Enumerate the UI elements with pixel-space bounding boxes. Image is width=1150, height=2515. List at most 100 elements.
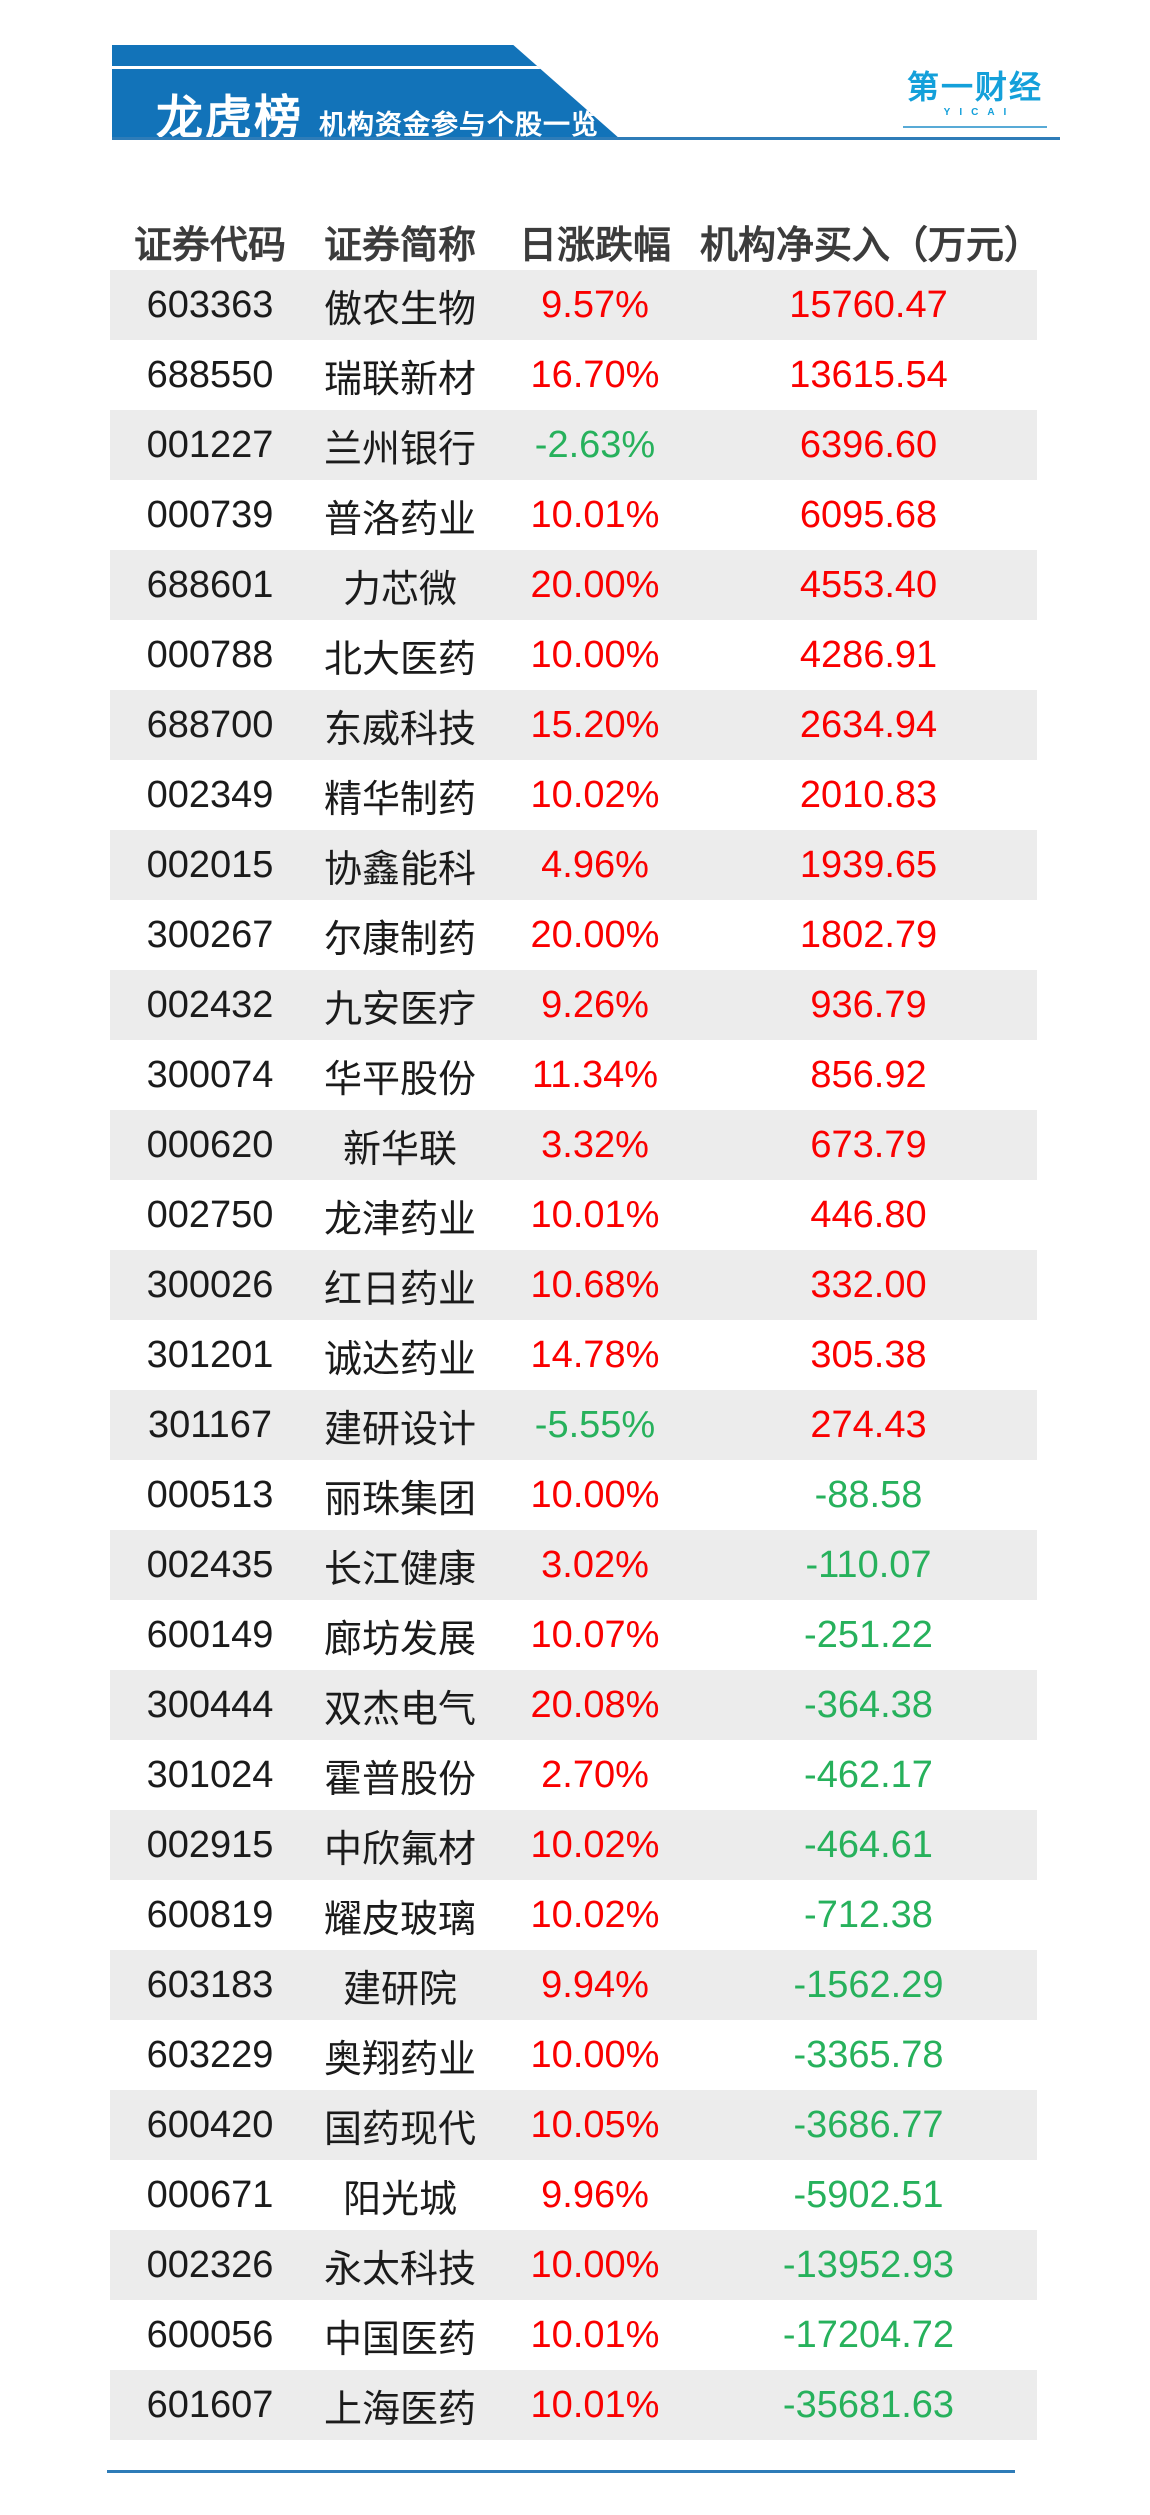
name-cell: 中国医药 (323, 2318, 476, 2361)
pct-cell: 9.94% (541, 1963, 649, 2006)
name-cell: 协鑫能科 (323, 848, 476, 891)
code-cell: 603183 (146, 1963, 274, 2006)
net-cell: -13952.93 (782, 2243, 955, 2286)
name-cell: 东威科技 (323, 708, 476, 751)
net-cell: 15760.47 (789, 283, 948, 326)
code-cell: 001227 (146, 423, 274, 466)
net-cell: -110.07 (805, 1543, 932, 1586)
pct-cell: 4.96% (541, 843, 649, 886)
net-cell: -3365.78 (793, 2033, 944, 2076)
name-cell: 瑞联新材 (323, 358, 476, 401)
net-cell: 446.80 (810, 1193, 927, 1236)
table-row: 601607 上海医药 10.01% -35681.63 (110, 2370, 1037, 2440)
table-body: 603363 傲农生物 9.57% 15760.47 688550 瑞联新材 16.70% 1… (110, 270, 1037, 2440)
pct-cell: 9.26% (541, 983, 649, 1026)
net-cell: 1939.65 (799, 843, 938, 886)
name-cell: 兰州银行 (323, 428, 476, 471)
title-banner: 龙虎榜 机构资金参与个股一览 (112, 45, 620, 139)
table-row: 300074 华平股份 11.34% 856.92 (110, 1040, 1037, 1110)
yicai-logo-latin: YICAI (943, 107, 1016, 119)
table-row: 600056 中国医药 10.01% -17204.72 (110, 2300, 1037, 2370)
table-row: 603229 奥翔药业 10.00% -3365.78 (110, 2020, 1037, 2090)
table-row: 688700 东威科技 15.20% 2634.94 (110, 690, 1037, 760)
pct-cell: 10.00% (530, 2033, 660, 2076)
pct-cell: 15.20% (530, 703, 660, 746)
net-cell: 6095.68 (799, 493, 938, 536)
net-cell: 332.00 (810, 1263, 927, 1306)
code-cell: 301167 (148, 1403, 272, 1446)
table-row: 301201 诚达药业 14.78% 305.38 (110, 1320, 1037, 1390)
net-cell: 936.79 (810, 983, 927, 1026)
pct-cell: 10.00% (530, 633, 660, 676)
pct-cell: 20.00% (530, 563, 660, 606)
table-row: 600420 国药现代 10.05% -3686.77 (110, 2090, 1037, 2160)
code-cell: 002750 (146, 1193, 274, 1236)
name-cell: 新华联 (342, 1128, 457, 1171)
net-cell: 274.43 (810, 1403, 927, 1446)
table-row: 688601 力芯微 20.00% 4553.40 (110, 550, 1037, 620)
name-cell: 耀皮玻璃 (323, 1898, 476, 1941)
net-cell: 673.79 (810, 1123, 927, 1166)
table-row: 002349 精华制药 10.02% 2010.83 (110, 760, 1037, 830)
net-cell: -35681.63 (782, 2383, 955, 2426)
code-cell: 300267 (146, 913, 274, 956)
net-cell: 856.92 (810, 1053, 927, 1096)
net-cell: 1802.79 (799, 913, 938, 956)
net-cell: 13615.54 (789, 353, 948, 396)
pct-cell: 10.02% (530, 1893, 660, 1936)
net-cell: 2010.83 (799, 773, 938, 816)
table-row: 600149 廊坊发展 10.07% -251.22 (110, 1600, 1037, 1670)
table-row: 000671 阳光城 9.96% -5902.51 (110, 2160, 1037, 2230)
code-cell: 000788 (146, 633, 274, 676)
header-rule (112, 137, 1060, 140)
name-cell: 奥翔药业 (323, 2038, 476, 2081)
pct-cell: 20.08% (530, 1683, 660, 1726)
table-row: 300026 红日药业 10.68% 332.00 (110, 1250, 1037, 1320)
code-cell: 300026 (146, 1263, 274, 1306)
pct-cell: 10.00% (530, 2243, 660, 2286)
name-cell: 国药现代 (323, 2108, 476, 2151)
pct-cell: 10.02% (530, 1823, 660, 1866)
code-cell: 300444 (146, 1683, 274, 1726)
table-row: 000620 新华联 3.32% 673.79 (110, 1110, 1037, 1180)
name-cell: 北大医药 (323, 638, 476, 681)
net-cell: -364.38 (804, 1683, 933, 1726)
name-cell: 红日药业 (323, 1268, 476, 1311)
name-cell: 建研设计 (323, 1408, 476, 1451)
code-cell: 688550 (146, 353, 274, 396)
code-cell: 002326 (146, 2243, 274, 2286)
name-cell: 永太科技 (323, 2248, 476, 2291)
net-cell: 4553.40 (799, 563, 938, 606)
name-cell: 华平股份 (323, 1058, 476, 1101)
net-cell: 4286.91 (799, 633, 938, 676)
table-row: 603363 傲农生物 9.57% 15760.47 (110, 270, 1037, 340)
code-cell: 601607 (146, 2383, 274, 2426)
name-cell: 傲农生物 (323, 288, 476, 331)
yicai-logo: 第一财经 YICAI (903, 69, 1047, 129)
pct-cell: 9.57% (541, 283, 649, 326)
pct-cell: 10.01% (530, 493, 660, 536)
pct-cell: 2.70% (541, 1753, 649, 1796)
table-row: 000788 北大医药 10.00% 4286.91 (110, 620, 1037, 690)
table-row: 600819 耀皮玻璃 10.02% -712.38 (110, 1880, 1037, 1950)
net-cell: -462.17 (804, 1753, 933, 1796)
table-row: 000513 丽珠集团 10.00% -88.58 (110, 1460, 1037, 1530)
code-cell: 002435 (146, 1543, 274, 1586)
code-cell: 000671 (146, 2173, 274, 2216)
name-cell: 普洛药业 (323, 498, 476, 541)
table-row: 002915 中欣氟材 10.02% -464.61 (110, 1810, 1037, 1880)
code-cell: 600056 (146, 2313, 274, 2356)
table-row: 000739 普洛药业 10.01% 6095.68 (110, 480, 1037, 550)
name-cell: 精华制药 (323, 778, 476, 821)
code-cell: 300074 (146, 1053, 274, 1096)
name-cell: 尔康制药 (323, 918, 476, 961)
yicai-logo-underline (903, 126, 1047, 129)
net-cell: -5902.51 (793, 2173, 944, 2216)
net-cell: -17204.72 (782, 2313, 955, 2356)
net-cell: -464.61 (804, 1823, 933, 1866)
table-row: 002326 永太科技 10.00% -13952.93 (110, 2230, 1037, 2300)
name-cell: 长江健康 (323, 1548, 476, 1591)
footer-rule (107, 2470, 1015, 2473)
col-header-code: 证券代码 (133, 224, 286, 267)
yicai-logo-text: 第一财经 (906, 69, 1043, 105)
